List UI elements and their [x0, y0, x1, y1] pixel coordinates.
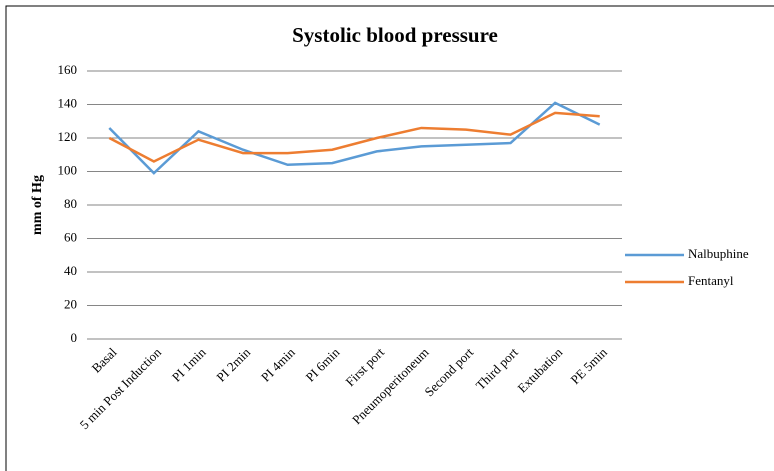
x-tick-label: PE 5min: [567, 344, 610, 387]
series-line: [108, 101, 601, 175]
legend-label: Fentanyl: [688, 273, 734, 288]
y-tick-label: 80: [64, 196, 77, 211]
x-tick-label: Pneumoperitoneum: [349, 345, 432, 428]
chart-title: Systolic blood pressure: [292, 23, 498, 47]
x-tick-label: PI 1min: [169, 344, 209, 384]
legend-label: Nalbuphine: [688, 246, 749, 261]
x-tick-label: 5 min Post Induction: [77, 344, 165, 432]
x-tick-label: PI 6min: [302, 344, 342, 384]
x-tick-label: Extubation: [514, 344, 565, 395]
x-tick-label: Second port: [421, 344, 476, 399]
y-tick-label: 60: [64, 229, 77, 244]
x-tick-label: First port: [342, 344, 387, 389]
y-tick-label: 0: [71, 330, 78, 345]
series-line: [108, 111, 600, 163]
y-axis-label: mm of Hg: [30, 175, 45, 235]
y-tick-label: 160: [58, 62, 78, 77]
x-tick-label: PI 4min: [258, 344, 298, 384]
x-tick-label: Basal: [88, 344, 119, 375]
y-tick-label: 120: [58, 129, 78, 144]
x-tick-label: PI 2min: [213, 344, 253, 384]
y-tick-label: 140: [58, 95, 78, 110]
y-tick-label: 40: [64, 263, 77, 278]
y-tick-label: 100: [58, 162, 78, 177]
y-tick-label: 20: [64, 296, 77, 311]
chart-border: [5, 5, 774, 471]
